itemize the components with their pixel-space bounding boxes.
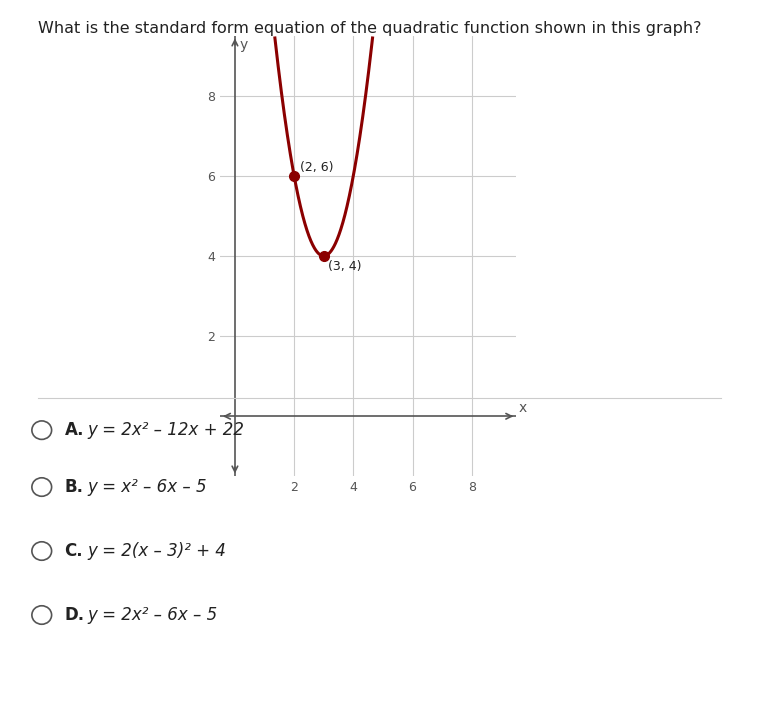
Text: D.: D.: [65, 606, 85, 624]
Text: y = 2x² – 6x – 5: y = 2x² – 6x – 5: [87, 606, 218, 624]
Text: What is the standard form equation of the quadratic function shown in this graph: What is the standard form equation of th…: [38, 21, 701, 36]
Text: y = 2(x – 3)² + 4: y = 2(x – 3)² + 4: [87, 542, 226, 560]
Text: (2, 6): (2, 6): [300, 161, 333, 173]
Text: B.: B.: [65, 478, 83, 496]
Text: A.: A.: [65, 421, 84, 439]
Text: C.: C.: [65, 542, 83, 560]
Text: y: y: [239, 38, 247, 52]
Text: (3, 4): (3, 4): [328, 260, 361, 273]
Text: y = 2x² – 12x + 22: y = 2x² – 12x + 22: [87, 421, 244, 439]
Text: x: x: [519, 401, 528, 415]
Text: y = x² – 6x – 5: y = x² – 6x – 5: [87, 478, 207, 496]
